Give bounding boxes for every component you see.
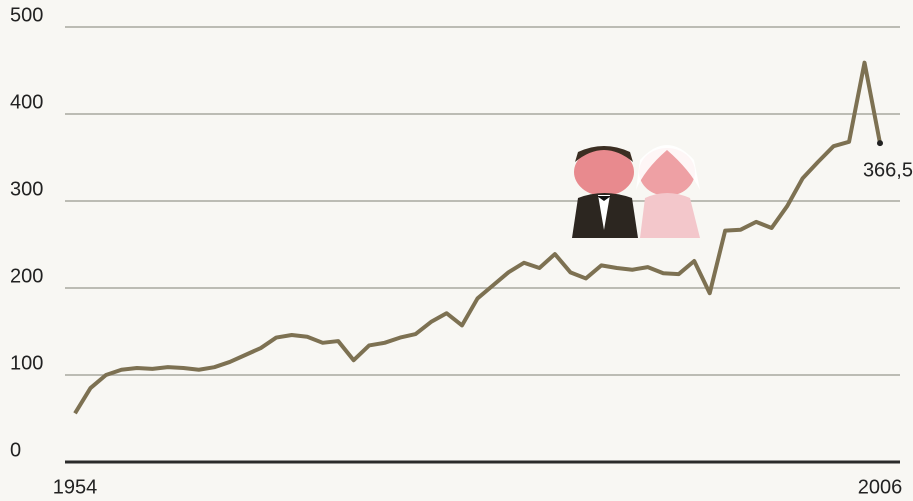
chart: 0 100 200 300 400 500 1954 2006 366,5	[0, 0, 913, 501]
y-tick-label: 0	[10, 439, 21, 461]
background	[0, 0, 913, 501]
end-point	[877, 140, 883, 146]
x-tick-label: 1954	[53, 476, 98, 498]
y-tick-label: 400	[10, 91, 43, 113]
y-tick-label: 300	[10, 178, 43, 200]
value-label: 366,5	[863, 159, 913, 181]
y-tick-label: 500	[10, 4, 43, 26]
x-tick-label: 2006	[858, 476, 903, 498]
page: 010020030040050019542006 366,5 (() => { …	[0, 0, 913, 501]
y-tick-label: 100	[10, 352, 43, 374]
y-tick-label: 200	[10, 265, 43, 287]
